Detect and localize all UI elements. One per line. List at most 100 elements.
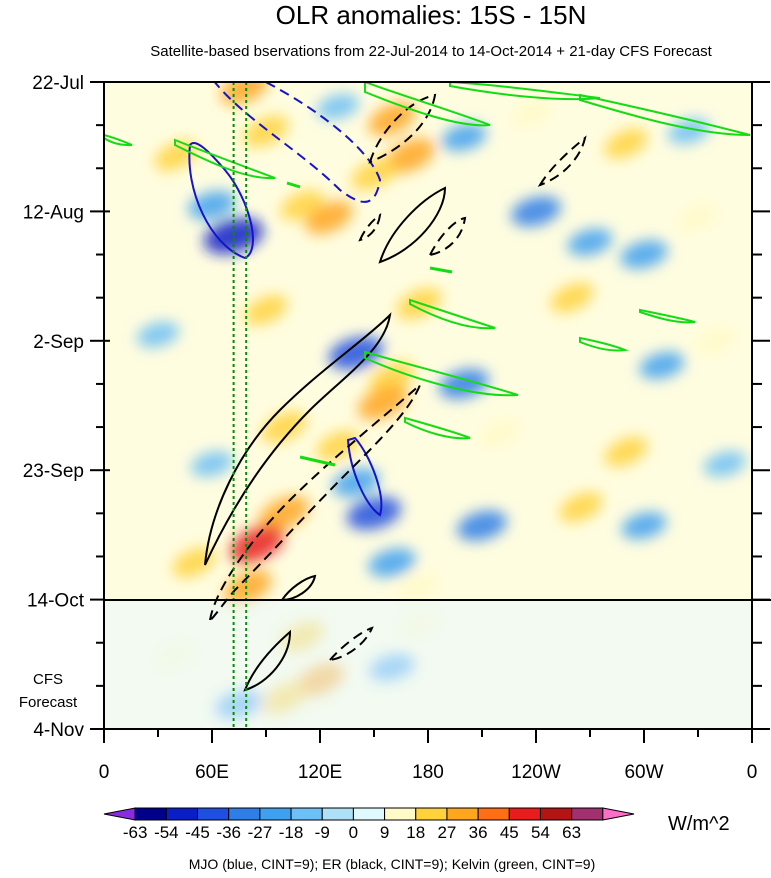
colorbar-swatch [259, 807, 292, 821]
kelvin-contour [579, 336, 629, 352]
er-contour [208, 384, 421, 622]
er-contour [280, 574, 317, 602]
colorbar-label: -45 [185, 823, 210, 842]
x-tick-label: 0 [99, 762, 110, 783]
anomaly-blob [512, 98, 553, 128]
mjo-contour [346, 436, 383, 517]
anomaly-blob [511, 196, 561, 227]
anomaly-blob [136, 321, 180, 348]
er-contour [368, 93, 437, 164]
forecast-label-line2: Forecast [19, 694, 78, 711]
colorbar: -63 -54 -45 -36 -27 -18 -9 0 9 18 27 36 45 54 63 [103, 807, 635, 842]
colorbar-swatch [103, 807, 136, 821]
anomaly-blob [621, 512, 667, 540]
colorbar-label: -27 [248, 823, 273, 842]
colorbar-label: 9 [380, 823, 389, 842]
anomaly-blob [328, 336, 384, 370]
colorbar-swatch [228, 807, 261, 821]
anomaly-blob [677, 203, 719, 232]
kelvin-contour [409, 298, 496, 330]
x-tick-label: 120E [298, 762, 342, 783]
y-tick-label: 12-Aug [23, 202, 84, 223]
anomaly-blob [604, 128, 648, 159]
forecast-label-line1: CFS [33, 671, 63, 688]
anomaly-blob [244, 294, 288, 326]
er-contour [327, 626, 374, 662]
x-axis: 0 60E 120E 180 120W 60W 0 [99, 729, 757, 783]
anomaly-blob [220, 82, 269, 105]
kelvin-contour [404, 416, 471, 440]
colorbar-label: 0 [349, 823, 358, 842]
colorbar-label: -63 [123, 823, 148, 842]
colorbar-label: -54 [154, 823, 179, 842]
y-tick-label: 23-Sep [23, 461, 84, 482]
mjo-contour [213, 82, 382, 203]
colorbar-label: -9 [315, 823, 330, 842]
anomaly-blob [695, 326, 737, 356]
colorbar-label: 36 [469, 823, 488, 842]
x-tick-label: 60W [624, 762, 663, 783]
colorbar-label: -36 [216, 823, 241, 842]
er-contour [204, 312, 392, 566]
kelvin-contour [429, 266, 453, 274]
anomaly-blob [667, 118, 711, 145]
kelvin-contour [299, 455, 336, 467]
colorbar-swatch [352, 807, 386, 821]
colorbar-unit: W/m^2 [668, 813, 730, 835]
anomaly-blob [346, 496, 402, 530]
anomaly-blob [703, 451, 747, 477]
anomaly-blob [559, 492, 603, 523]
anomaly-blob [639, 351, 685, 380]
y-tick-label: 22-Jul [32, 73, 84, 94]
colorbar-swatch [602, 807, 635, 821]
x-tick-label: 120W [511, 762, 561, 783]
anomaly-blob [154, 140, 198, 171]
anomaly-blob [190, 451, 234, 477]
x-tick-label: 60E [195, 762, 229, 783]
kelvin-contour [174, 138, 276, 180]
anomaly-blob [357, 384, 409, 420]
anomaly-blob [258, 495, 310, 531]
colorbar-swatch [197, 807, 230, 821]
kelvin-contour [104, 133, 133, 147]
y-tick-label: 2-Sep [33, 332, 84, 353]
anomaly-blob [224, 570, 272, 604]
colorbar-swatch [539, 807, 573, 821]
y-tick-label: 14-Oct [27, 591, 85, 612]
colorbar-swatch [134, 807, 167, 821]
colorbar-swatch [571, 807, 604, 821]
anomaly-blob [243, 115, 289, 148]
anomaly-blob [398, 573, 440, 602]
colorbar-swatch [165, 807, 199, 821]
colorbar-swatch [384, 807, 417, 821]
anomaly-blob [305, 200, 353, 235]
anomaly-blob [550, 282, 594, 313]
colorbar-swatch [290, 807, 323, 821]
wave-contours [104, 82, 751, 692]
anomaly-blob [441, 123, 487, 152]
anomaly-blob [351, 158, 397, 191]
colorbar-swatch [446, 807, 479, 821]
anomaly-blob [188, 190, 236, 220]
anomaly-blob [620, 240, 668, 269]
kelvin-contour [364, 350, 519, 397]
colorbar-label: 54 [531, 823, 550, 842]
anomaly-blob [457, 510, 507, 541]
anomaly-blob [479, 419, 521, 448]
colorbar-label: 18 [406, 823, 425, 842]
colorbar-label: 45 [500, 823, 519, 842]
kelvin-contour [639, 308, 696, 324]
y-tick-label: 4-Nov [33, 720, 84, 741]
colorbar-label: 27 [437, 823, 456, 842]
colorbar-label: -18 [279, 823, 304, 842]
er-contour [537, 135, 587, 187]
anomaly-blob [369, 361, 415, 394]
footnote: MJO (blue, CINT=9); ER (black, CINT=9); … [189, 856, 596, 872]
kelvin-contour [449, 82, 601, 101]
er-contour [243, 629, 292, 692]
colorbar-swatch [321, 807, 354, 821]
anomaly-blob [604, 436, 648, 467]
kelvin-contour [579, 93, 751, 136]
anomaly-blob [203, 218, 264, 255]
